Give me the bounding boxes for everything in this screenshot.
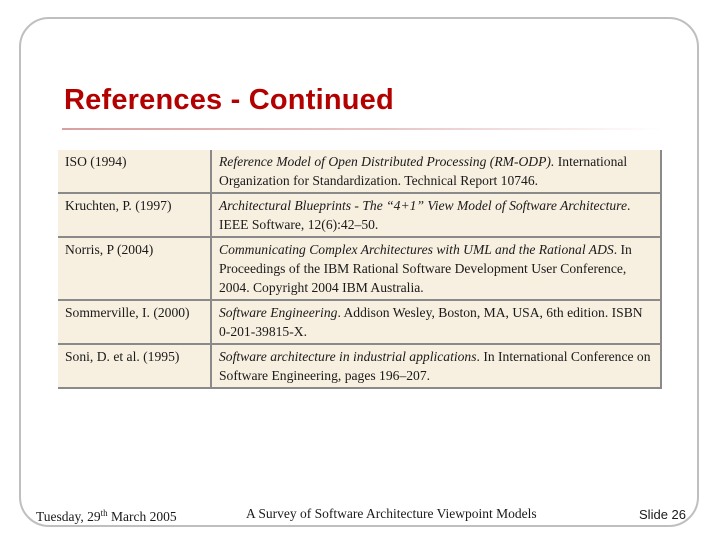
references-table: ISO (1994) Reference Model of Open Distr…	[58, 150, 662, 389]
slide-number: Slide 26	[639, 507, 686, 522]
reference-title: Communicating Complex Architectures with…	[219, 242, 614, 257]
reference-author: ISO (1994)	[58, 150, 212, 194]
table-row: Sommerville, I. (2000) Software Engineer…	[58, 301, 662, 345]
reference-author: Kruchten, P. (1997)	[58, 194, 212, 238]
reference-detail: . In Proceedings of the IBM Rational Sof…	[219, 242, 632, 295]
table-row: Soni, D. et al. (1995) Software architec…	[58, 345, 662, 389]
reference-citation: Reference Model of Open Distributed Proc…	[212, 150, 662, 194]
reference-author: Soni, D. et al. (1995)	[58, 345, 212, 389]
reference-author: Sommerville, I. (2000)	[58, 301, 212, 345]
slide-title: References - Continued	[64, 84, 394, 116]
reference-detail: International Organization for Standardi…	[219, 154, 628, 188]
reference-title: Architectural Blueprints - The “4+1” Vie…	[219, 198, 627, 213]
table-row: ISO (1994) Reference Model of Open Distr…	[58, 150, 662, 194]
slide-frame	[19, 17, 699, 527]
reference-citation: Communicating Complex Architectures with…	[212, 238, 662, 301]
footer-date-rest: March 2005	[107, 509, 177, 524]
footer-date: Tuesday, 29th March 2005	[36, 508, 177, 525]
footer-date-day: Tuesday, 29	[36, 509, 101, 524]
reference-citation: Software Engineering. Addison Wesley, Bo…	[212, 301, 662, 345]
reference-title: Software Engineering	[219, 305, 338, 320]
table-row: Norris, P (2004) Communicating Complex A…	[58, 238, 662, 301]
reference-detail: . Addison Wesley, Boston, MA, USA, 6th e…	[219, 305, 643, 339]
reference-detail: . IEEE Software, 12(6):42–50.	[219, 198, 631, 232]
reference-title: Reference Model of Open Distributed Proc…	[219, 154, 555, 169]
reference-author: Norris, P (2004)	[58, 238, 212, 301]
footer-date-suffix: th	[100, 508, 108, 518]
title-underline	[62, 128, 662, 130]
reference-title: Software architecture in industrial appl…	[219, 349, 477, 364]
footer-presentation-title: A Survey of Software Architecture Viewpo…	[246, 506, 537, 521]
table-row: Kruchten, P. (1997) Architectural Bluepr…	[58, 194, 662, 238]
reference-citation: Architectural Blueprints - The “4+1” Vie…	[212, 194, 662, 238]
reference-citation: Software architecture in industrial appl…	[212, 345, 662, 389]
reference-detail: . In International Conference on Softwar…	[219, 349, 651, 383]
